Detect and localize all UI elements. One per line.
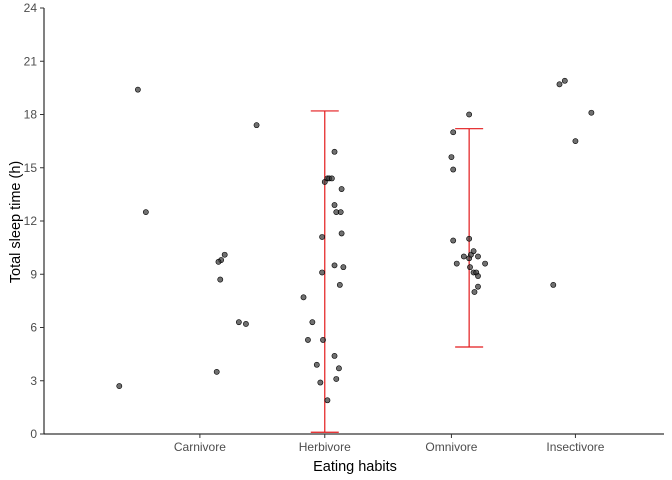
data-point [466,235,473,242]
data-point [142,209,149,216]
data-point [331,202,338,208]
data-point [338,230,345,237]
data-point [300,294,307,301]
data-point [338,186,345,192]
data-point [561,77,568,84]
y-tick-label: 24 [24,1,38,15]
data-point [482,260,488,267]
data-point [450,129,457,136]
y-tick-label: 6 [30,321,37,335]
axes-layer: 0 3 6 9 12 15 18 21 24 Carnivore Herbivore Omnivore… [24,1,664,454]
y-tick-label: 18 [24,108,38,122]
data-point [550,281,557,288]
data-point [320,337,326,343]
y-tick-label: 0 [30,427,37,441]
data-point [317,379,324,386]
x-tick-label: Herbivore [299,440,351,454]
data-point [556,81,563,88]
data-point [470,248,477,255]
data-point [331,262,338,269]
data-point [213,368,220,375]
data-point [116,383,123,389]
x-tick-label: Insectivore [546,440,604,454]
data-point [235,319,242,326]
data-point [215,258,222,265]
errorbar-layer [310,110,484,433]
x-tick-label: Omnivore [425,440,477,454]
data-point [333,376,340,382]
y-tick-label: 21 [24,54,38,68]
data-point [328,175,335,182]
data-point [588,109,595,116]
data-point [243,321,249,327]
y-tick-label: 3 [30,374,37,388]
y-tick-label: 15 [24,161,38,175]
data-point [572,138,579,145]
data-point [471,289,478,295]
data-point [466,111,473,118]
y-tick-label: 9 [30,267,37,281]
y-tick-label: 12 [24,214,38,228]
data-point [453,260,460,267]
data-point [253,122,260,129]
x-tick-label: Carnivore [174,440,226,454]
data-point [337,209,344,216]
data-point [331,148,338,155]
x-axis-title: Eating habits [313,459,397,475]
data-point [217,276,224,283]
data-point [305,337,311,343]
data-point [475,283,481,290]
data-point [319,269,326,276]
point-layer [116,77,595,404]
data-point [331,352,338,359]
data-point [467,264,473,271]
data-point [324,397,331,404]
data-point [336,281,343,288]
data-point [309,319,316,326]
data-point [134,86,141,93]
y-axis-title: Total sleep time (h) [8,161,24,284]
data-point [475,253,481,260]
data-point [450,237,457,244]
data-point [336,365,342,372]
data-point [313,361,320,368]
data-point [450,166,457,173]
data-point [221,251,228,258]
data-point [340,264,347,271]
data-point [448,154,455,160]
data-point [475,273,481,279]
data-point [460,253,467,260]
data-point [319,234,326,240]
